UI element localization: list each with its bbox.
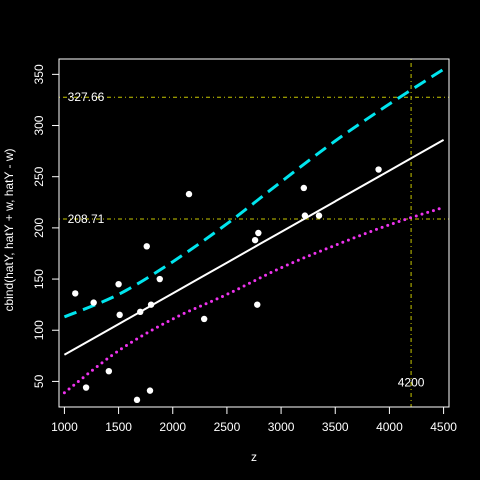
data-point [255,229,262,237]
y-axis-label: cbind(hatY, hatY + w, hatY - w) [2,148,16,311]
axes: 1000 1500 2000 2500 3000 3500 4000 4500 50 100 150… [32,58,457,434]
data-point [254,301,261,308]
data-point [90,299,97,306]
x-tick-label: 4500 [430,420,457,434]
x-tick-label: 2500 [214,420,241,434]
y-tick-label: 100 [32,320,46,340]
data-point [115,280,122,288]
data-point [185,190,193,198]
reference-line-label: 4200 [398,376,425,390]
y-tick-label: 350 [32,64,46,84]
x-tick-label: 4000 [376,420,403,434]
y-tick-label: 50 [32,374,46,388]
data-point [82,384,90,391]
plot-area: 327.66 208.71 4200 [59,59,449,407]
y-tick-label: 200 [32,218,46,238]
y-tick-label: 300 [32,115,46,135]
x-tick-label: 1000 [51,420,78,434]
data-point [300,184,308,192]
data-point [105,367,113,375]
x-axis-label: z [251,450,257,464]
data-point [301,212,309,219]
data-point [133,396,141,404]
upper-band-line [63,67,445,319]
x-tick-label: 1500 [105,420,132,434]
fit-line [63,139,445,356]
x-tick-label: 2000 [159,420,186,434]
data-point [147,301,155,308]
x-tick-label: 3500 [322,420,349,434]
reference-line-label: 208.71 [68,212,105,226]
data-point [200,315,208,323]
data-point [72,290,79,297]
data-point [146,387,154,394]
reference-line-label: 327.66 [68,90,105,104]
data-point [375,166,382,173]
y-tick-label: 250 [32,166,46,186]
data-point [143,243,150,250]
lower-band-line [62,205,446,395]
data-point [315,212,323,219]
data-point [156,275,163,283]
x-tick-label: 3000 [268,420,295,434]
data-point [116,311,123,319]
y-tick-label: 150 [32,269,46,289]
data-point [137,308,144,316]
data-point [251,236,259,244]
